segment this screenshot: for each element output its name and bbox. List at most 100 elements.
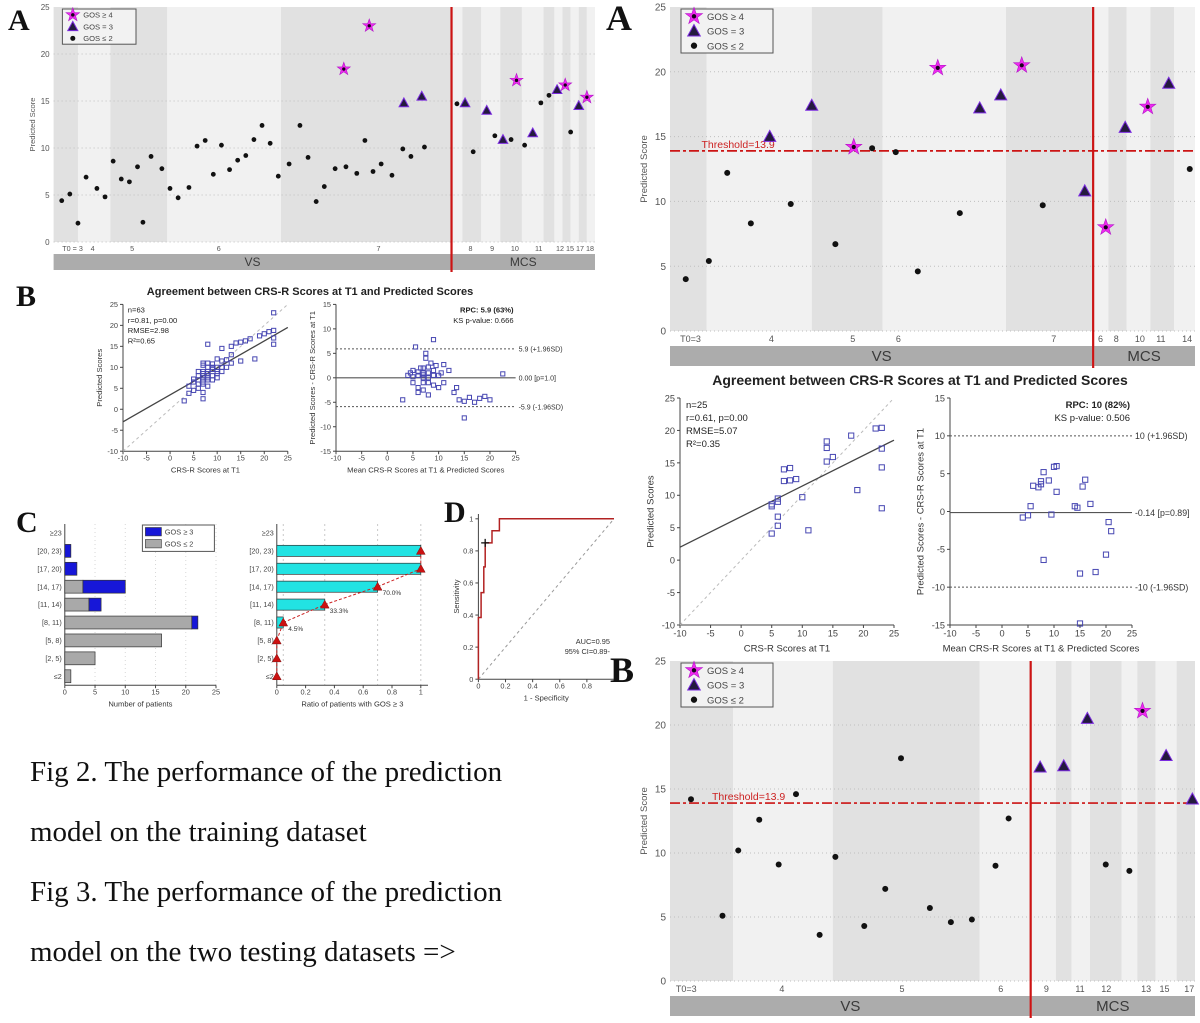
svg-text:[2, 5): [2, 5) xyxy=(257,654,273,663)
svg-text:Predicted Score: Predicted Score xyxy=(639,135,650,203)
svg-text:5: 5 xyxy=(130,244,134,253)
caption-line-3: Fig 3. The performance of the prediction xyxy=(30,876,503,908)
svg-text:8: 8 xyxy=(1114,334,1119,344)
fig3-panel-b-chart: 0 5 10 15 20 25 Predicted Score Threshold=13.9 T… xyxy=(639,657,1200,1018)
svg-text:-5: -5 xyxy=(111,426,118,435)
svg-text:6: 6 xyxy=(217,244,221,253)
svg-text:-15: -15 xyxy=(320,447,331,456)
svg-text:KS p-value: 0.666: KS p-value: 0.666 xyxy=(453,316,513,325)
svg-text:r=0.61, p=0.00: r=0.61, p=0.00 xyxy=(686,413,748,424)
svg-text:0.6: 0.6 xyxy=(463,579,473,588)
svg-text:-10 (-1.96SD): -10 (-1.96SD) xyxy=(1135,583,1188,593)
svg-text:5: 5 xyxy=(940,469,945,479)
svg-text:GOS ≥ 4: GOS ≥ 4 xyxy=(707,12,744,23)
svg-text:4: 4 xyxy=(91,244,95,253)
svg-text:5: 5 xyxy=(670,523,675,533)
svg-text:-10: -10 xyxy=(331,453,342,462)
svg-text:[11, 14): [11, 14) xyxy=(38,600,62,609)
svg-text:[5, 8): [5, 8) xyxy=(45,636,61,645)
svg-text:25: 25 xyxy=(110,300,118,309)
svg-text:25: 25 xyxy=(284,453,292,462)
svg-text:-10: -10 xyxy=(107,447,118,456)
svg-text:0: 0 xyxy=(385,453,389,462)
fig3-panel-b-letter: B xyxy=(610,650,635,690)
svg-text:15: 15 xyxy=(1075,629,1085,639)
figure-caption: Fig 2. The performance of the prediction… xyxy=(30,742,502,982)
svg-text:12: 12 xyxy=(1101,984,1111,994)
svg-text:0.2: 0.2 xyxy=(463,643,473,652)
svg-text:-5: -5 xyxy=(972,629,980,639)
svg-text:10: 10 xyxy=(213,453,221,462)
svg-text:[8, 11): [8, 11) xyxy=(42,618,62,627)
svg-text:-5: -5 xyxy=(667,588,675,598)
svg-text:[20, 23): [20, 23) xyxy=(249,547,273,556)
svg-text:0: 0 xyxy=(168,453,172,462)
svg-text:0.4: 0.4 xyxy=(463,611,473,620)
svg-text:0: 0 xyxy=(114,405,118,414)
svg-text:5: 5 xyxy=(411,453,415,462)
svg-text:6: 6 xyxy=(998,984,1003,994)
svg-text:-10: -10 xyxy=(943,629,956,639)
svg-text:5: 5 xyxy=(327,349,331,358)
svg-text:[17, 20): [17, 20) xyxy=(249,564,273,573)
svg-text:0: 0 xyxy=(670,556,675,566)
svg-text:r=0.81, p=0.00: r=0.81, p=0.00 xyxy=(128,316,177,325)
svg-text:Predicted Scores: Predicted Scores xyxy=(646,475,657,548)
svg-text:n=25: n=25 xyxy=(686,400,707,411)
svg-text:0: 0 xyxy=(469,675,473,684)
svg-text:17: 17 xyxy=(1184,984,1194,994)
svg-text:[11, 14): [11, 14) xyxy=(250,600,274,609)
svg-text:5: 5 xyxy=(900,984,905,994)
svg-text:GOS ≤ 2: GOS ≤ 2 xyxy=(83,34,113,43)
svg-text:10: 10 xyxy=(797,629,807,639)
svg-text:VS: VS xyxy=(872,348,892,365)
svg-text:10: 10 xyxy=(435,453,443,462)
svg-text:0: 0 xyxy=(660,327,666,338)
svg-text:-5: -5 xyxy=(937,545,945,555)
svg-text:11: 11 xyxy=(1156,334,1165,344)
svg-text:T0=3: T0=3 xyxy=(676,984,697,994)
svg-text:-5: -5 xyxy=(143,453,150,462)
svg-text:≤2: ≤2 xyxy=(54,672,62,681)
svg-text:Ratio of patients with GOS ≥ 3: Ratio of patients with GOS ≥ 3 xyxy=(301,699,403,708)
svg-text:10: 10 xyxy=(655,849,667,860)
svg-text:0.6: 0.6 xyxy=(555,681,565,690)
fig3-panel-a-letter: A xyxy=(606,0,632,38)
svg-text:5.9 (+1.96SD): 5.9 (+1.96SD) xyxy=(519,347,563,354)
fig2-ratio-chart: 0 0.2 0.4 0.6 0.8 1 ≥23 [20, 23) [17, 20) [14, 17… xyxy=(249,524,428,708)
svg-text:GOS = 3: GOS = 3 xyxy=(707,27,744,38)
svg-text:20: 20 xyxy=(182,687,190,696)
svg-text:6: 6 xyxy=(896,334,901,344)
svg-text:20: 20 xyxy=(858,629,868,639)
svg-text:10: 10 xyxy=(935,431,945,441)
svg-text:MCS: MCS xyxy=(1127,348,1160,365)
svg-text:T0=3: T0=3 xyxy=(680,334,701,344)
svg-text:25: 25 xyxy=(212,687,220,696)
svg-text:≥23: ≥23 xyxy=(262,529,274,538)
svg-text:12 15 17 18: 12 15 17 18 xyxy=(556,244,594,253)
svg-text:7: 7 xyxy=(376,244,380,253)
svg-text:CRS-R Scores at T1: CRS-R Scores at T1 xyxy=(171,465,240,474)
fig2-panel-d-letter: D xyxy=(444,496,466,529)
svg-text:Predicted Score: Predicted Score xyxy=(28,97,37,151)
svg-text:5: 5 xyxy=(660,913,666,924)
svg-text:-10: -10 xyxy=(662,620,675,630)
svg-text:Predicted Scores: Predicted Scores xyxy=(95,349,104,407)
fig3-agreement-title: Agreement between CRS-R Scores at T1 and… xyxy=(712,372,1128,388)
svg-text:-15: -15 xyxy=(932,620,945,630)
svg-text:[2, 5): [2, 5) xyxy=(45,654,61,663)
svg-text:15: 15 xyxy=(655,132,667,143)
svg-text:15: 15 xyxy=(110,342,118,351)
svg-text:[14, 17): [14, 17) xyxy=(249,582,273,591)
svg-text:0.8: 0.8 xyxy=(463,547,473,556)
fig2-panel-b-letter: B xyxy=(16,280,37,313)
caption-line-4: model on the two testing datasets => xyxy=(30,936,456,968)
svg-text:25: 25 xyxy=(41,3,50,12)
svg-text:0.2: 0.2 xyxy=(500,681,510,690)
svg-text:4.5%: 4.5% xyxy=(288,626,303,633)
svg-text:15: 15 xyxy=(935,393,945,403)
